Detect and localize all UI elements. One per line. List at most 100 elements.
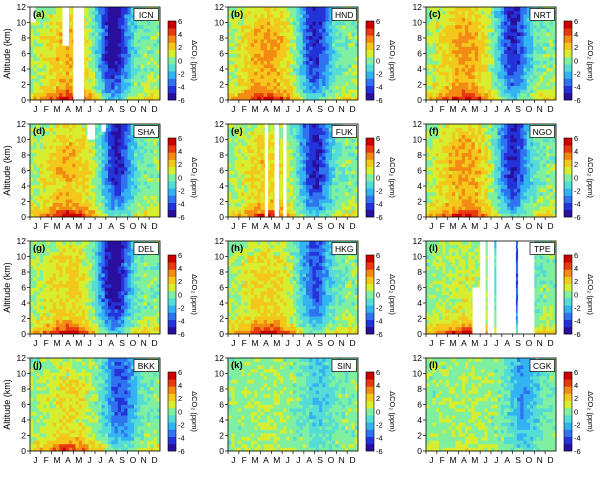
colorbar-segment (366, 92, 374, 101)
heatmap-cell (478, 74, 482, 79)
heatmap-cell (147, 96, 151, 101)
heatmap-cell (429, 96, 433, 101)
heatmap-cell (286, 85, 291, 90)
heatmap-cell (458, 78, 463, 83)
heatmap-cell (95, 124, 99, 128)
heatmap-cell (130, 71, 135, 76)
heatmap-cell (228, 177, 232, 182)
heatmap-cell (140, 24, 145, 29)
heatmap-cell (137, 39, 141, 44)
heatmap-cell (280, 209, 284, 214)
heatmap-cell (312, 92, 317, 97)
heatmap-cell (82, 127, 86, 132)
heatmap-cell (286, 138, 291, 143)
heatmap-cell (88, 174, 93, 179)
heatmap-cell (137, 206, 141, 211)
heatmap-cell (124, 67, 128, 72)
heatmap-cell (273, 67, 278, 72)
heatmap-cell (474, 49, 479, 54)
heatmap-cell (465, 64, 469, 69)
heatmap-cell (474, 71, 479, 76)
heatmap-cell (312, 53, 317, 58)
heatmap-cell (49, 124, 54, 128)
heatmap-cell (474, 7, 479, 11)
heatmap-cell (62, 60, 67, 65)
heatmap-cell (348, 24, 352, 29)
heatmap-cell (250, 174, 255, 179)
heatmap-cell (293, 92, 297, 97)
heatmap-cell (237, 35, 242, 40)
heatmap-cell (228, 184, 232, 189)
heatmap-cell (309, 49, 313, 54)
heatmap-cell (59, 46, 63, 51)
y-tick-label: 4 (219, 64, 224, 74)
heatmap-cell (46, 39, 50, 44)
heatmap-cell (56, 166, 60, 171)
heatmap-cell (46, 96, 50, 101)
heatmap-cell (147, 78, 151, 83)
heatmap-cell (101, 21, 106, 26)
heatmap-cell (458, 39, 463, 44)
heatmap-cell (487, 85, 492, 90)
heatmap-cell (471, 85, 476, 90)
heatmap-cell (497, 82, 502, 87)
heatmap-cell (302, 35, 307, 40)
heatmap-cell (533, 49, 537, 54)
heatmap-cell (39, 10, 44, 15)
heatmap-cell (237, 213, 242, 218)
heatmap-cell (452, 46, 456, 51)
heatmap-cell (46, 78, 50, 83)
heatmap-cell (104, 21, 109, 26)
heatmap-cell (468, 17, 472, 22)
heatmap-cell (101, 141, 106, 146)
heatmap-cell (260, 195, 265, 200)
heatmap-cell (267, 213, 271, 218)
heatmap-cell (114, 199, 119, 204)
heatmap-cell (549, 21, 554, 26)
heatmap-cell (250, 10, 255, 15)
heatmap-cell (309, 85, 313, 90)
colorbar-tick-label: -6 (574, 96, 581, 105)
heatmap-cell (30, 170, 34, 175)
heatmap-cell (504, 28, 508, 33)
heatmap-cell (435, 60, 440, 65)
heatmap-cell (286, 10, 291, 15)
heatmap-cell (341, 67, 346, 72)
heatmap-cell (69, 177, 73, 182)
heatmap-cell (289, 96, 294, 101)
heatmap-cell (270, 145, 274, 150)
heatmap-cell (69, 49, 73, 54)
heatmap-cell (257, 124, 261, 128)
heatmap-cell (140, 49, 145, 54)
heatmap-cell (257, 49, 261, 54)
heatmap-cell (150, 181, 154, 186)
heatmap-cell (121, 32, 125, 36)
heatmap-cell (111, 174, 115, 179)
heatmap-cell (293, 170, 297, 175)
heatmap-cell (254, 46, 258, 51)
heatmap-cell (153, 177, 158, 182)
heatmap-cell (49, 28, 54, 33)
heatmap-cell (289, 71, 294, 76)
heatmap-cell (247, 17, 252, 22)
heatmap-cell (267, 170, 271, 175)
heatmap-cell (72, 202, 76, 207)
heatmap-cell (52, 166, 57, 171)
heatmap-cell (231, 14, 235, 19)
heatmap-cell (335, 60, 339, 65)
heatmap-cell (134, 145, 138, 150)
heatmap-cell (85, 170, 89, 175)
heatmap-cell (153, 57, 158, 62)
heatmap-cell (328, 71, 333, 76)
heatmap-cell (296, 35, 300, 40)
heatmap-cell (254, 177, 258, 182)
heatmap-cell (296, 24, 300, 29)
heatmap-cell (293, 174, 297, 179)
heatmap-cell (156, 174, 161, 179)
heatmap-cell (137, 89, 141, 94)
heatmap-cell (33, 213, 37, 218)
heatmap-cell (82, 124, 86, 128)
heatmap-cell (65, 195, 70, 200)
heatmap-cell (234, 96, 239, 101)
